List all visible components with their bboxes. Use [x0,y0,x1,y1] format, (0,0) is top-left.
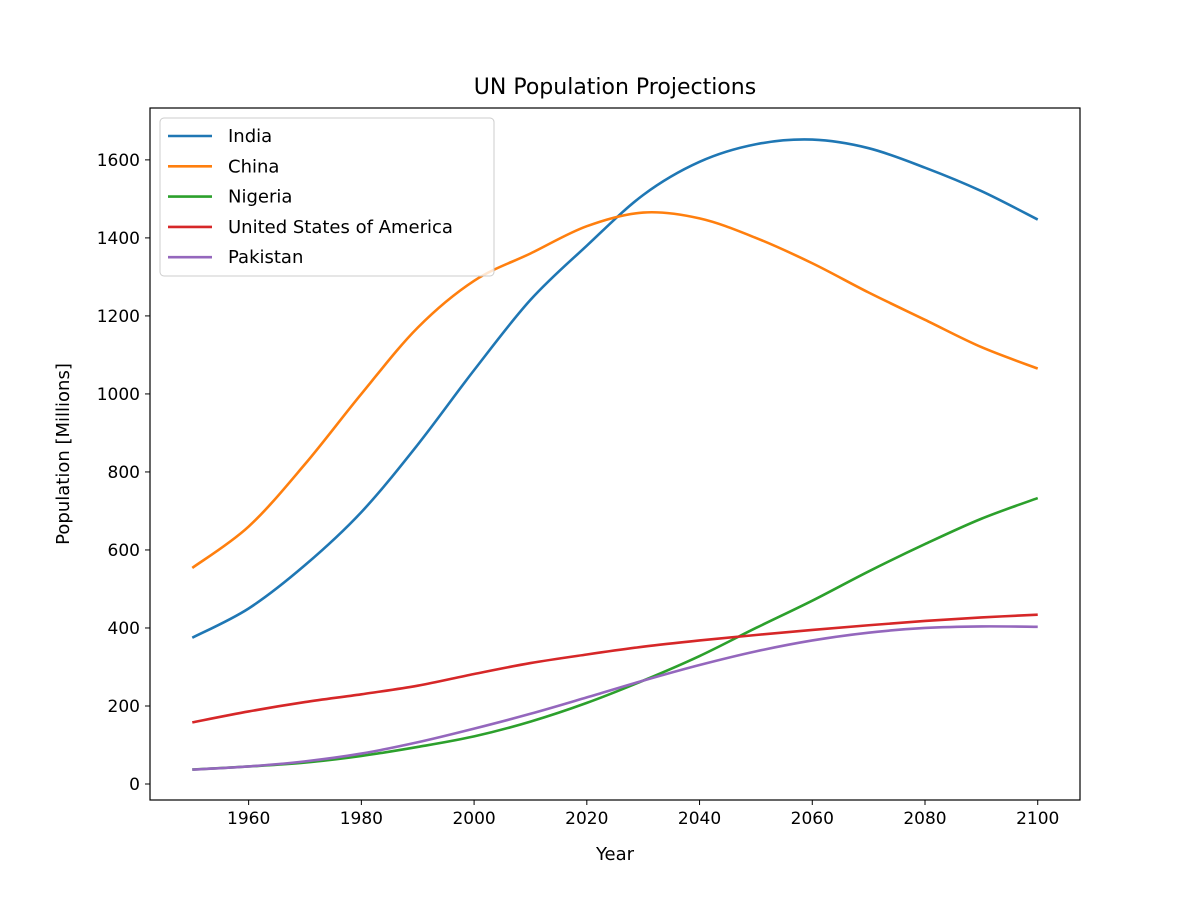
x-axis-label: Year [595,844,635,865]
y-tick-label: 400 [108,619,140,639]
plot-area-frame [149,107,1081,801]
y-tick-label: 0 [129,775,140,795]
y-tick-label: 200 [108,697,140,717]
y-tick-label: 800 [108,463,140,483]
y-tick-label: 1600 [97,151,140,171]
y-tick-label: 1000 [97,385,140,405]
x-tick-label: 2000 [452,809,495,829]
x-tick-label: 2080 [903,809,946,829]
x-tick-label: 2100 [1016,809,1059,829]
series-line-nigeria [192,496,1039,771]
y-tick-label: 600 [108,541,140,561]
y-tick-label: 1200 [97,307,140,327]
x-tick-label: 2060 [791,809,834,829]
x-tick-label: 1960 [227,809,270,829]
chart-title: UN Population Projections [474,75,756,100]
legend-label: China [228,156,279,177]
legend-label: Pakistan [228,247,303,268]
legend: India China Nigeria United States of Americ… [159,117,495,277]
x-tick-label: 2040 [678,809,721,829]
y-tick-label: 1400 [97,229,140,249]
axis-ticks: 1960 1980 2000 2020 2040 2060 2080 2100 0 200 400 6… [97,151,1060,829]
x-tick-label: 1980 [340,809,383,829]
series-line-united-states-of-america [192,613,1038,724]
series-line-pakistan [192,625,1038,771]
series-line-india [191,138,1039,639]
legend-label: United States of America [228,217,453,238]
series-lines [191,138,1039,771]
legend-box [159,117,495,277]
series-line-china [191,210,1039,569]
legend-label: Nigeria [228,187,292,208]
legend-label: India [228,126,272,147]
y-axis-label: Population [Millions] [53,363,74,545]
x-tick-label: 2020 [565,809,608,829]
